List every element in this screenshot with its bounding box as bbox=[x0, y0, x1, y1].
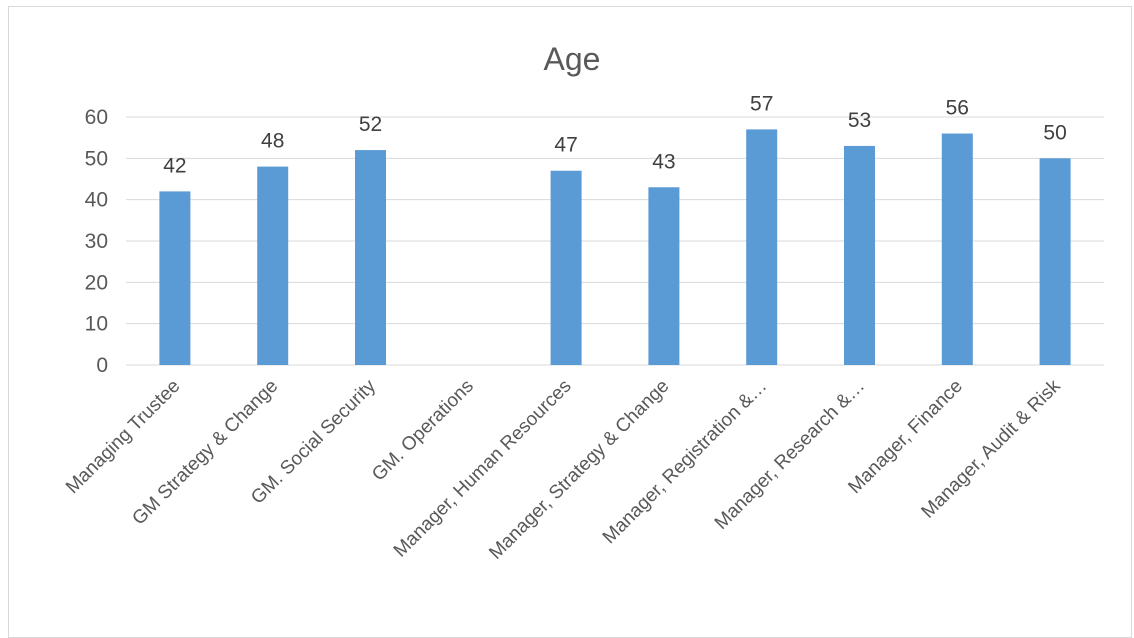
y-tick-label: 30 bbox=[85, 230, 108, 253]
x-tick-label: Manager, Strategy & Change bbox=[485, 376, 673, 564]
bar bbox=[257, 166, 289, 365]
data-label: 42 bbox=[163, 154, 186, 177]
y-axis-ticks: 0 10 20 30 40 50 60 bbox=[85, 106, 108, 377]
bars bbox=[159, 129, 1071, 365]
bar bbox=[844, 145, 875, 365]
x-tick-label: GM. Operations bbox=[368, 376, 478, 486]
y-tick-label: 40 bbox=[85, 189, 108, 212]
y-tick-label: 50 bbox=[85, 147, 108, 170]
y-tick-label: 60 bbox=[85, 106, 108, 129]
bar bbox=[941, 133, 973, 365]
y-tick-label: 10 bbox=[85, 313, 108, 336]
gridlines bbox=[126, 116, 1104, 366]
data-label: 47 bbox=[554, 134, 577, 157]
data-labels: 42 48 52 47 43 57 53 56 50 bbox=[163, 92, 1067, 177]
data-label: 48 bbox=[261, 130, 284, 153]
bar bbox=[159, 191, 191, 365]
data-label: 53 bbox=[848, 109, 871, 132]
data-label: 43 bbox=[652, 150, 675, 173]
bar bbox=[355, 150, 386, 365]
y-tick-label: 20 bbox=[85, 271, 108, 294]
data-label: 50 bbox=[1043, 121, 1066, 144]
x-tick-label: Manager, Registration &… bbox=[599, 376, 771, 548]
chart-title: Age bbox=[544, 41, 601, 77]
data-label: 57 bbox=[750, 92, 773, 115]
x-tick-label: Manager, Human Resources bbox=[390, 376, 576, 562]
bar bbox=[648, 187, 680, 365]
bar bbox=[550, 170, 582, 365]
data-label: 52 bbox=[359, 113, 382, 136]
y-tick-label: 0 bbox=[96, 354, 108, 377]
bar bbox=[1039, 158, 1071, 365]
data-label: 56 bbox=[946, 97, 969, 120]
bar bbox=[746, 129, 778, 365]
